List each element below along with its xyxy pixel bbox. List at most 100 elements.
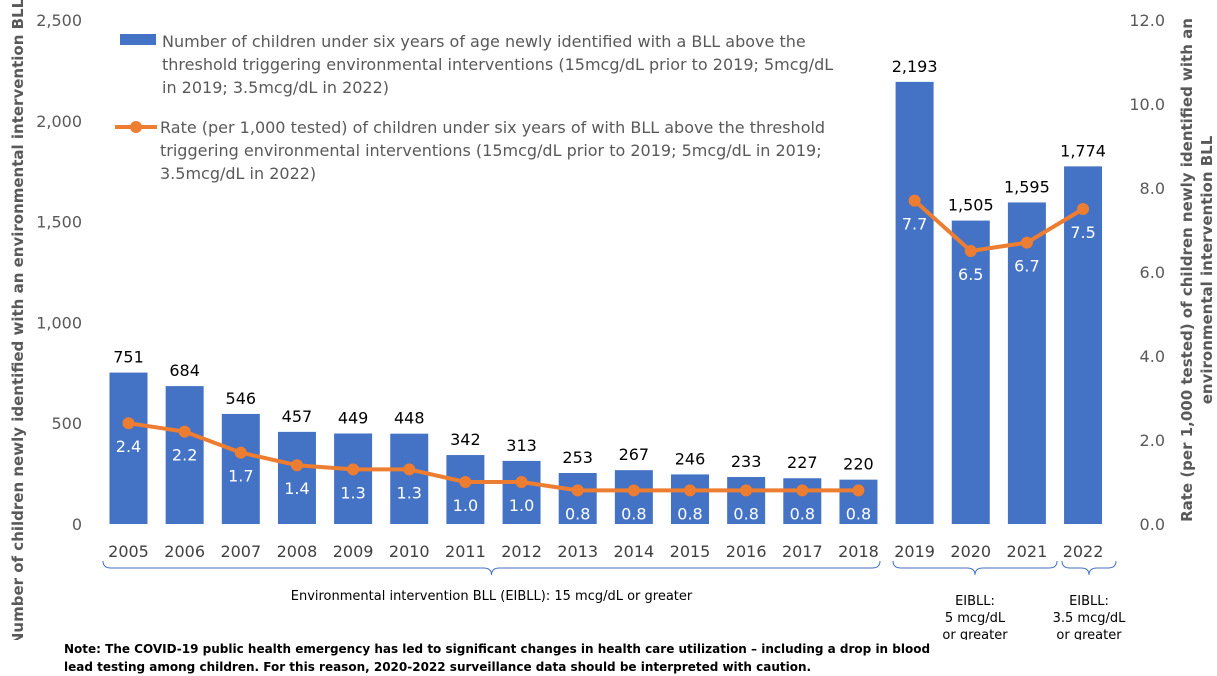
rate-value-label: 0.8 [621,504,646,523]
x-tick-label: 2007 [220,542,261,561]
rate-value-label: 2.4 [116,437,141,456]
bll-chart: 0 500 1,000 1,500 2,000 2,500 0.0 2.0 4.0 6.0 8.0… [9,0,1216,640]
group-label: EIBLL: 3.5 mcg/dL or greater [1053,594,1127,640]
x-tick-label: 2020 [950,542,991,561]
y-tick-right: 4.0 [1140,347,1165,366]
y-tick-right: 10.0 [1129,95,1165,114]
rate-value-label: 0.8 [733,504,758,523]
rate-point [459,476,472,488]
rate-value-label: 2.2 [172,446,197,465]
legend-bar-text: Number of children under six years of ag… [162,32,806,51]
bar-value-label: 546 [226,389,257,408]
legend-line-text: 3.5mcg/dL in 2022) [160,164,316,183]
rate-value-label: 1.3 [340,483,365,502]
rate-point [740,484,753,497]
bar [558,472,597,524]
rate-value-label: 1.4 [284,479,309,498]
y-tick-left: 2,500 [36,11,82,30]
bar [1064,166,1103,524]
bar-value-label: 342 [450,430,481,449]
bar-value-label: 220 [843,455,874,474]
legend: Number of children under six years of ag… [115,32,833,183]
y-axis-title-right-line: environmental intervention BLL [1198,135,1216,404]
y-axis-title-left: Number of children newly identified with… [9,0,27,640]
y-tick-right: 0.0 [1140,515,1165,534]
bar [502,460,541,524]
x-tick-label: 2015 [670,542,711,561]
note-line-1: Note: The COVID-19 public health emergen… [64,642,931,656]
bar-value-label: 227 [787,453,818,472]
group-label-line: or greater [1056,628,1122,640]
note-text: Note: The COVID-19 public health emergen… [64,640,964,676]
bar-value-label: 1,595 [1004,177,1050,196]
rate-point [515,476,528,488]
bar-value-label: 246 [675,449,706,468]
legend-bar-swatch [120,34,156,45]
bar-value-label: 313 [506,436,537,455]
x-tick-label: 2009 [333,542,374,561]
y-tick-right: 12.0 [1129,11,1165,30]
group-label-line: or greater [942,628,1008,640]
rate-value-label: 0.8 [565,504,590,523]
bar-value-label: 233 [731,452,762,471]
group-bracket [892,560,1058,576]
rate-point [403,463,416,476]
legend-line-text: triggering environmental interventions (… [160,141,822,160]
rate-point [852,484,865,497]
y-tick-left: 1,500 [36,213,82,232]
rate-point [122,417,135,430]
rate-value-label: 6.7 [1014,257,1039,276]
y-axis-title-right: Rate (per 1,000 tested) of children newl… [1178,18,1216,522]
bar [221,413,260,524]
rate-line [913,199,1085,253]
group-label-line: Environmental intervention BLL (EIBLL): … [291,589,693,604]
bar-value-label: 448 [394,409,425,428]
rate-value-label: 7.5 [1070,223,1095,242]
rate-point [908,194,921,207]
bar-value-label: 253 [562,448,593,467]
rate-point [1077,203,1090,215]
rate-value-label: 1.0 [509,496,534,515]
rate-line-series: 2.4 2.2 1.7 1.4 1.3 1.3 1.0 1.0 0.8 0.8 0.8 0.8 0.8 0… [116,194,1096,523]
x-axis: 2005 2006 2007 2008 2009 2010 2011 2012 2013 2014… [108,542,1103,561]
rate-point [571,484,584,497]
x-tick-label: 2022 [1063,542,1104,561]
left-y-axis: 0 500 1,000 1,500 2,000 2,500 [36,11,82,534]
group-label-line: 5 mcg/dL [945,611,1006,626]
x-tick-label: 2008 [277,542,318,561]
rate-value-label: 1.0 [453,496,478,515]
x-tick-label: 2011 [445,542,486,561]
y-tick-left: 1,000 [36,313,82,332]
y-tick-left: 0 [72,515,82,534]
bar [390,433,429,524]
legend-bar-text: in 2019; 3.5mcg/dL in 2022) [162,78,389,97]
x-tick-label: 2006 [164,542,205,561]
rate-value-label: 0.8 [677,504,702,523]
bar [334,433,373,524]
y-tick-right: 2.0 [1140,431,1165,450]
x-tick-label: 2016 [726,542,767,561]
rate-point [964,245,977,257]
y-axis-title-right-line: Rate (per 1,000 tested) of children newl… [1178,18,1196,522]
bar [446,455,485,524]
legend-bar-text: threshold triggering environmental inter… [162,55,833,74]
x-tick-label: 2014 [613,542,654,561]
group-bracket [1061,560,1117,576]
bar-value-label: 457 [282,407,313,426]
bar-value-label: 684 [169,361,200,380]
y-tick-left: 500 [51,414,82,433]
y-tick-right: 6.0 [1140,263,1165,282]
bar [951,220,990,525]
x-tick-label: 2010 [389,542,430,561]
bar [895,81,934,524]
bar [671,474,709,524]
legend-line-marker [130,121,142,133]
y-tick-left: 2,000 [36,112,82,131]
y-tick-right: 8.0 [1140,179,1165,198]
rate-point [347,463,360,476]
group-label: Environmental intervention BLL (EIBLL): … [291,589,693,604]
group-bracket [102,560,881,576]
bar-value-label: 267 [619,445,650,464]
x-tick-label: 2018 [838,542,879,561]
